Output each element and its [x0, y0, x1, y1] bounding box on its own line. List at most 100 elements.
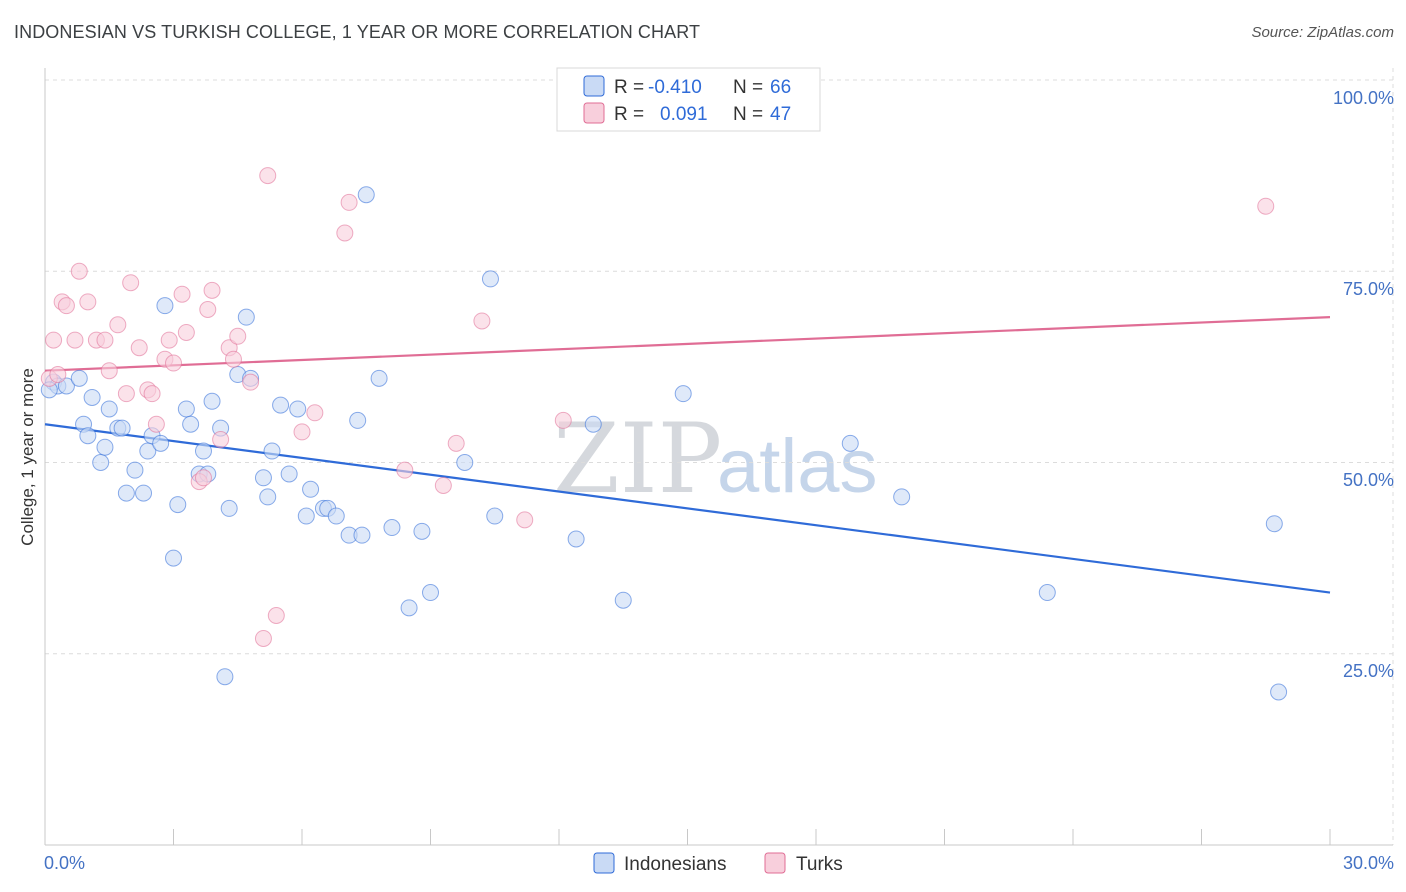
legend-swatch-indonesians — [583, 75, 605, 97]
point-turks-38 — [434, 476, 452, 494]
point-turks-25 — [212, 431, 230, 449]
point-turks-28 — [229, 327, 247, 345]
point-indonesians-53 — [456, 454, 474, 471]
point-turks-6 — [79, 293, 97, 311]
legend-r-label-1: R = — [614, 77, 644, 98]
trend-line-indonesians — [44, 423, 1331, 594]
point-turks-19 — [165, 354, 182, 372]
point-indonesians-57 — [584, 415, 602, 433]
point-indonesians-9 — [100, 400, 118, 418]
y-tick-label-50: 50.0% — [1343, 470, 1394, 490]
point-indonesians-47 — [357, 186, 375, 204]
point-turks-46 — [194, 469, 212, 487]
y-tick-label-25: 25.0% — [1343, 661, 1394, 681]
point-turks-45 — [49, 366, 67, 384]
point-indonesians-36 — [272, 396, 290, 414]
y-tick-label-75: 75.0% — [1343, 279, 1394, 299]
point-indonesians-29 — [220, 499, 238, 517]
point-turks-27 — [224, 350, 242, 368]
legend-r-value-2: 0.091 — [660, 104, 708, 125]
point-turks-33 — [293, 423, 311, 441]
point-turks-13 — [130, 339, 148, 357]
point-turks-21 — [177, 323, 195, 341]
bottom-legend-label-indonesians: Indonesians — [624, 854, 726, 875]
point-indonesians-64 — [1270, 683, 1288, 701]
x-tick-label-min: 0.0% — [44, 853, 85, 873]
point-indonesians-61 — [893, 488, 911, 506]
point-indonesians-58 — [614, 591, 632, 609]
point-indonesians-8 — [96, 438, 114, 456]
point-indonesians-11 — [113, 419, 131, 437]
point-turks-9 — [100, 362, 118, 380]
point-indonesians-59 — [674, 385, 692, 403]
point-indonesians-3 — [70, 369, 88, 387]
axes — [44, 68, 1393, 846]
point-turks-16 — [147, 415, 165, 433]
point-indonesians-55 — [486, 507, 504, 525]
point-indonesians-43 — [327, 507, 345, 525]
point-turks-36 — [340, 193, 358, 211]
point-turks-37 — [396, 461, 414, 479]
point-turks-35 — [336, 224, 354, 242]
bottom-legend-swatch-turks — [764, 852, 786, 874]
point-turks-31 — [259, 167, 277, 185]
point-indonesians-22 — [182, 415, 200, 433]
series-legend: Indonesians Turks — [593, 852, 843, 875]
point-turks-44 — [1257, 197, 1275, 215]
trend-line-turks — [44, 316, 1331, 372]
point-indonesians-63 — [1265, 515, 1283, 533]
point-indonesians-14 — [135, 484, 153, 502]
point-turks-29 — [242, 373, 260, 391]
point-indonesians-5 — [79, 427, 97, 445]
point-indonesians-18 — [156, 297, 174, 315]
point-indonesians-51 — [413, 522, 431, 540]
point-turks-23 — [199, 301, 217, 318]
legend-n-label-1: N = — [733, 77, 763, 98]
point-indonesians-38 — [289, 400, 307, 418]
point-turks-34 — [306, 404, 324, 422]
point-indonesians-34 — [259, 488, 277, 506]
point-turks-24 — [203, 281, 221, 299]
point-indonesians-40 — [302, 480, 320, 498]
point-indonesians-50 — [400, 599, 418, 617]
point-indonesians-46 — [353, 526, 371, 544]
point-indonesians-19 — [165, 549, 182, 567]
point-indonesians-48 — [370, 369, 388, 387]
trend-lines — [44, 316, 1331, 594]
point-turks-1 — [45, 331, 63, 349]
point-indonesians-56 — [567, 530, 585, 548]
x-tick-label-max: 30.0% — [1343, 853, 1394, 873]
point-indonesians-12 — [117, 484, 135, 502]
y-tick-label-100: 100.0% — [1333, 88, 1394, 108]
point-turks-12 — [122, 274, 140, 292]
source-label: Source: ZipAtlas.com — [1251, 24, 1394, 41]
y-axis-label: College, 1 year or more — [18, 368, 37, 546]
point-indonesians-21 — [177, 400, 195, 418]
legend-r-value-1: -0.410 — [648, 77, 702, 98]
data-points — [40, 109, 1288, 701]
point-turks-32 — [267, 607, 285, 624]
stats-legend: R = -0.410 N = 66 R = 0.091 N = 47 — [556, 67, 821, 132]
point-indonesians-49 — [383, 519, 401, 537]
point-indonesians-37 — [280, 465, 298, 483]
point-indonesians-26 — [203, 392, 221, 410]
point-indonesians-33 — [254, 469, 272, 487]
point-indonesians-45 — [349, 411, 367, 429]
legend-n-value-1: 66 — [770, 77, 791, 98]
bottom-legend-label-turks: Turks — [796, 854, 843, 875]
point-indonesians-24 — [194, 442, 212, 460]
point-turks-40 — [473, 312, 491, 330]
point-indonesians-2 — [57, 377, 75, 395]
point-indonesians-60 — [841, 434, 859, 452]
point-turks-15 — [143, 385, 161, 403]
legend-n-label-2: N = — [733, 104, 763, 125]
legend-swatch-turks — [583, 102, 605, 124]
point-turks-8 — [96, 331, 114, 349]
point-indonesians-17 — [152, 434, 170, 452]
point-turks-42 — [554, 411, 572, 429]
point-indonesians-27 — [216, 668, 234, 686]
point-turks-4 — [66, 331, 84, 349]
watermark-zip: ZIP — [553, 403, 722, 515]
chart-title: INDONESIAN VS TURKISH COLLEGE, 1 YEAR OR… — [14, 22, 701, 42]
